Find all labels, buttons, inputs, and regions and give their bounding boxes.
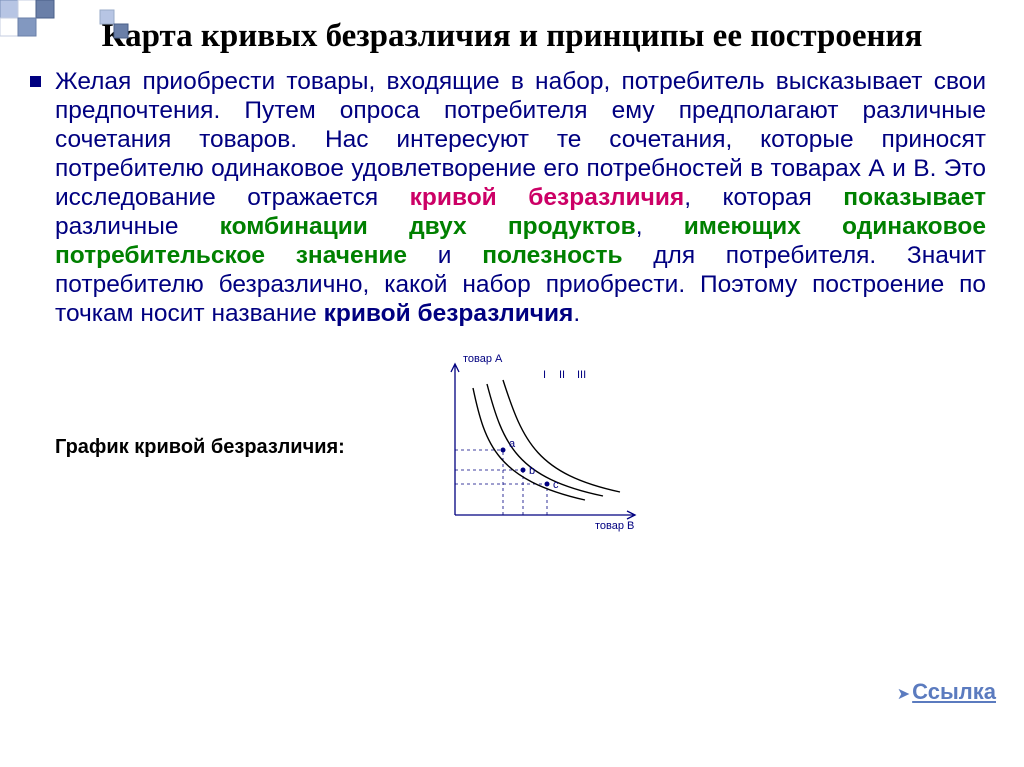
highlight-green: полезность bbox=[482, 242, 622, 269]
text-segment: . bbox=[573, 300, 580, 327]
svg-text:a: a bbox=[509, 438, 516, 450]
main-paragraph: Желая приобрести товары, входящие в набо… bbox=[0, 64, 1024, 328]
chevron-right-icon: ➤ bbox=[897, 686, 910, 703]
text-segment: , которая bbox=[684, 184, 843, 211]
text-segment: различные bbox=[55, 213, 220, 240]
svg-text:товар А: товар А bbox=[463, 353, 503, 365]
text-segment: , bbox=[636, 213, 684, 240]
highlight-pink: кривой безразличия bbox=[410, 184, 685, 211]
chart-caption: График кривой безразличия: bbox=[55, 436, 415, 459]
svg-text:II: II bbox=[559, 369, 565, 381]
highlight-green: показывает bbox=[843, 184, 986, 211]
indifference-curve-chart: товар Атовар ВIIIIIIabc bbox=[425, 350, 645, 545]
reference-link[interactable]: Ссылка bbox=[912, 679, 996, 704]
reference-link-container: ➤Ссылка bbox=[897, 679, 996, 705]
svg-text:товар В: товар В bbox=[595, 520, 634, 532]
svg-text:III: III bbox=[577, 369, 586, 381]
svg-text:c: c bbox=[553, 479, 559, 491]
bullet-icon bbox=[30, 76, 41, 87]
svg-text:b: b bbox=[529, 465, 535, 477]
chart-row: График кривой безразличия: товар А товар … bbox=[0, 350, 1024, 545]
highlight-green: комбинации двух продуктов bbox=[220, 213, 636, 240]
svg-text:I: I bbox=[543, 369, 546, 381]
corner-decoration bbox=[0, 0, 160, 50]
bold-term: кривой безразличия bbox=[324, 300, 574, 327]
text-segment: и bbox=[407, 242, 482, 269]
